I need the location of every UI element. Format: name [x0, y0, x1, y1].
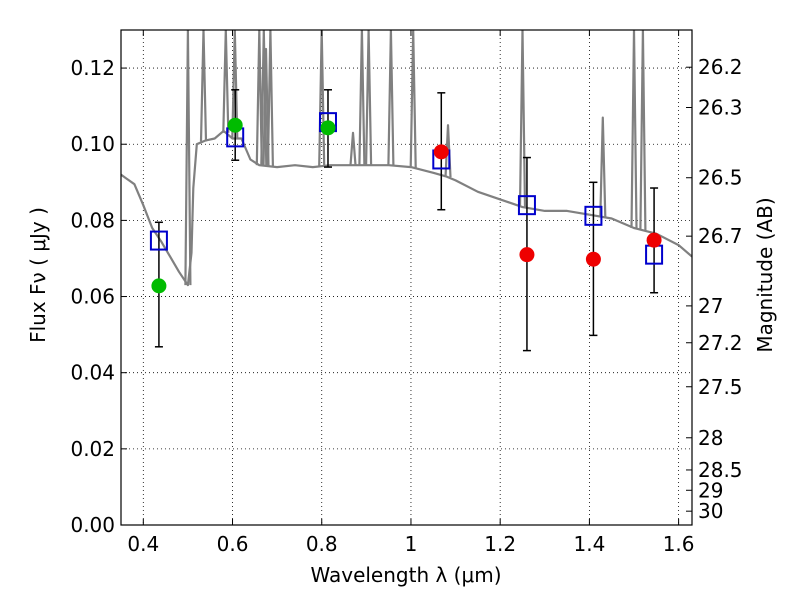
x-tick-label: 0.4	[127, 532, 159, 556]
emission-line-spike	[409, 30, 417, 168]
y-tick-label: 0.10	[70, 132, 115, 156]
mag-tick-label: 26.3	[698, 95, 743, 119]
y-tick-label: 0.06	[70, 285, 115, 309]
emission-line-spike	[630, 30, 638, 229]
y-tick-label: 0.08	[70, 208, 115, 232]
emission-line-spike	[349, 131, 357, 166]
plot-frame	[120, 29, 693, 526]
mag-tick-label: 28	[698, 426, 723, 450]
mag-tick-label: 27.2	[698, 331, 743, 355]
y-tick-label: 0.00	[70, 513, 115, 537]
emission-line-spike	[199, 30, 208, 142]
grid	[121, 30, 692, 525]
observed-point	[227, 117, 243, 133]
emission-line-spike	[358, 30, 366, 166]
x-tick-label: 1	[405, 532, 418, 556]
model-square-point	[517, 195, 536, 216]
observed-point	[585, 251, 601, 267]
x-tick-label: 1.6	[663, 532, 695, 556]
x-tick-label: 1.2	[484, 532, 516, 556]
mag-tick-label: 26.7	[698, 224, 743, 248]
mag-tick-label: 30	[698, 499, 723, 523]
emission-line-spike	[599, 116, 607, 218]
mag-tick-label: 26.2	[698, 55, 743, 79]
emission-line-spike	[184, 30, 192, 286]
y-tick-label: 0.12	[70, 56, 115, 80]
observed-point	[433, 144, 449, 160]
mag-tick-label: 27.5	[698, 375, 743, 399]
x-axis-label: Wavelength λ (μm)	[310, 563, 501, 587]
emission-line-spike	[518, 30, 527, 208]
y-axis-label: Flux Fν ( μJy )	[26, 207, 50, 343]
model-spectrum-line	[121, 129, 692, 287]
emission-line-spike	[222, 30, 230, 133]
y-axis-right-label: Magnitude (AB)	[753, 197, 777, 352]
y-tick-label: 0.02	[70, 437, 115, 461]
emission-line-spike	[266, 30, 274, 167]
x-tick-label: 0.6	[217, 532, 249, 556]
mag-tick-label: 27	[698, 294, 723, 318]
emission-line-spike	[387, 30, 395, 166]
observed-point	[320, 120, 336, 136]
mag-tick-label: 26.5	[698, 166, 743, 190]
emission-line-spike	[639, 30, 647, 231]
model-square-point	[584, 205, 603, 226]
emission-line-spike	[255, 30, 263, 166]
observed-point	[519, 247, 535, 263]
mag-tick-label: 28.5	[698, 458, 743, 482]
observed-point	[646, 232, 662, 248]
emission-line-spike	[365, 30, 373, 166]
model-square-point	[149, 230, 168, 251]
observed-point	[151, 278, 167, 294]
x-tick-label: 0.8	[306, 532, 338, 556]
emission-line-spike	[231, 30, 239, 139]
y-tick-label: 0.04	[70, 361, 115, 385]
x-tick-label: 1.4	[573, 532, 605, 556]
mag-tick-label: 29	[698, 478, 723, 502]
